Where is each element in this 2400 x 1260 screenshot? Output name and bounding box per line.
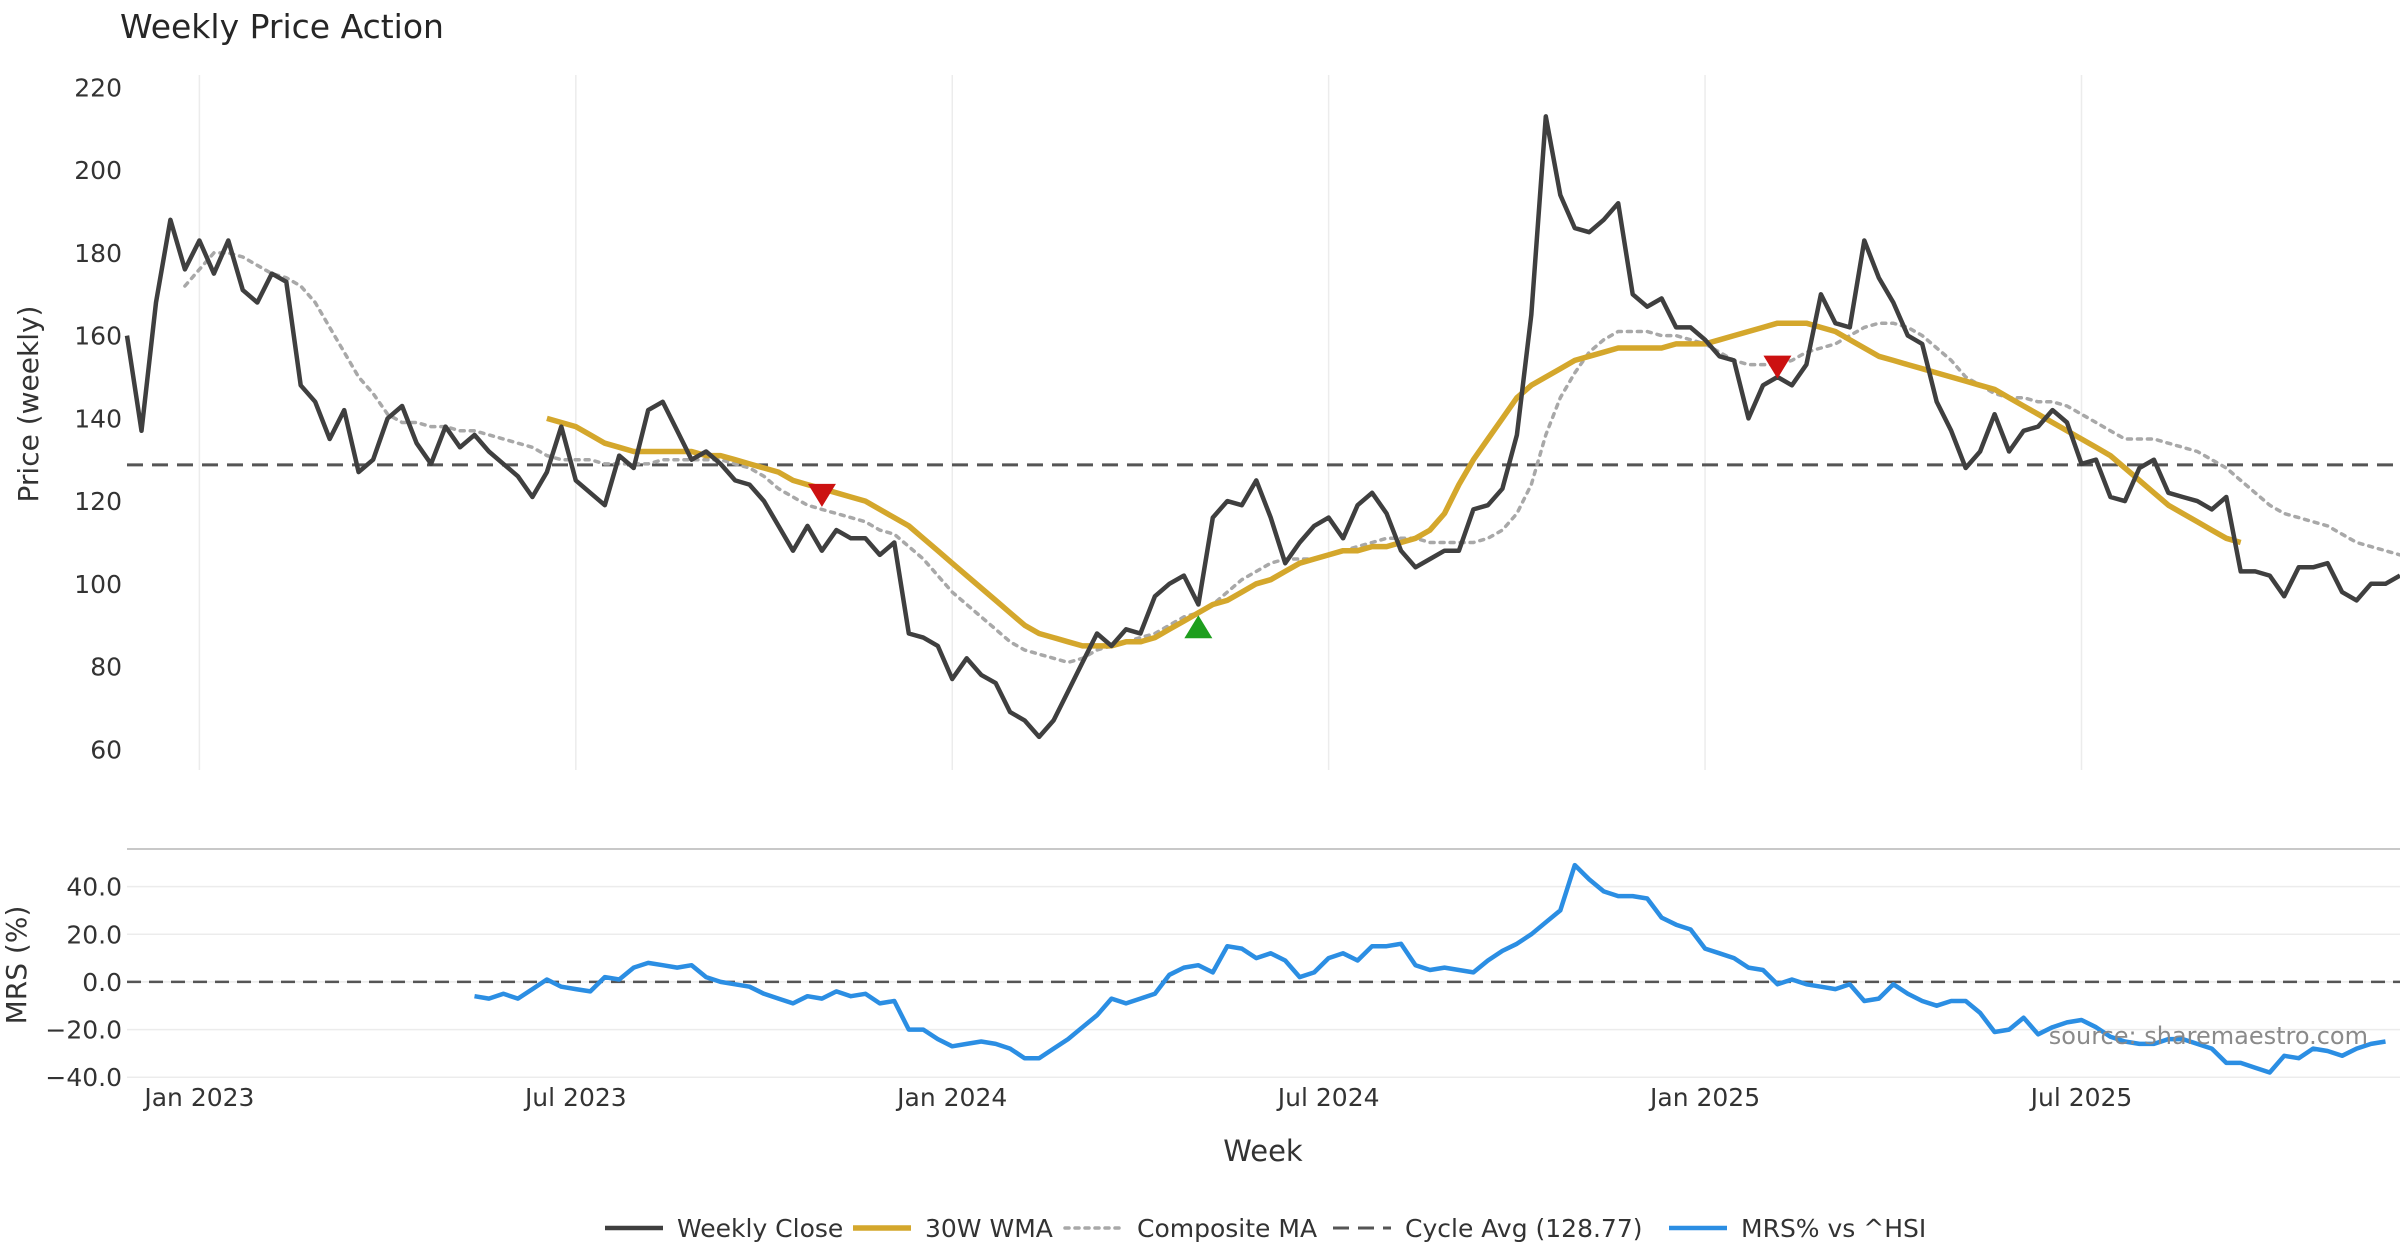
legend: Weekly Close 30W WMA Composite MA Cycle Avg… [605, 1214, 1926, 1243]
price-y-tick-label: 120 [74, 487, 122, 516]
price-y-axis-label: Price (weekly) [12, 306, 45, 503]
legend-item-mrs: MRS% vs ^HSI [1669, 1214, 1926, 1243]
sell-signal-marker [1763, 355, 1792, 379]
mrs-series-line [474, 862, 2386, 1075]
mrs-y-tick-label: 40.0 [66, 873, 122, 902]
legend-item-close: Weekly Close [605, 1214, 843, 1243]
composite-ma-series-line [183, 251, 2400, 665]
source-note: source: sharemaestro.com [2049, 1022, 2368, 1050]
x-tick-labels: Jan 2023 Jul 2023 Jan 2024 Jul 2024 Jan 2025… [142, 1083, 2132, 1112]
x-tick-label: Jan 2023 [142, 1083, 254, 1112]
mrs-y-tick-label: 0.0 [82, 968, 122, 997]
mrs-y-tick-label: −20.0 [45, 1016, 122, 1045]
x-tick-label: Jul 2025 [2029, 1083, 2133, 1112]
mrs-y-tick-label: 20.0 [66, 920, 122, 949]
price-y-tick-label: 100 [74, 570, 122, 599]
x-tick-label: Jan 2025 [1648, 1083, 1760, 1112]
weekly-close-series-line [124, 114, 2400, 740]
legend-label: 30W WMA [925, 1214, 1053, 1243]
legend-label: MRS% vs ^HSI [1741, 1214, 1926, 1243]
legend-label: Weekly Close [677, 1214, 843, 1243]
price-y-tick-label: 200 [74, 156, 122, 185]
x-tick-label: Jan 2024 [895, 1083, 1007, 1112]
price-y-tick-label: 80 [90, 653, 122, 682]
legend-item-wma: 30W WMA [853, 1214, 1053, 1243]
price-y-tick-label: 180 [74, 239, 122, 268]
price-y-tick-label: 220 [74, 73, 122, 102]
price-y-tick-labels: 60 80 100 120 140 160 180 200 220 [74, 73, 122, 764]
x-tick-label: Jul 2024 [1276, 1083, 1380, 1112]
legend-label: Cycle Avg (128.77) [1405, 1214, 1643, 1243]
price-y-tick-label: 160 [74, 322, 122, 351]
x-tick-label: Jul 2023 [523, 1083, 627, 1112]
buy-signal-marker [1184, 615, 1213, 639]
legend-label: Composite MA [1137, 1214, 1317, 1243]
mrs-y-tick-label: −40.0 [45, 1063, 122, 1092]
legend-item-cycle: Cycle Avg (128.77) [1333, 1214, 1643, 1243]
chart-title: Weekly Price Action [120, 7, 444, 46]
wma-30-series-line [546, 320, 2242, 649]
mrs-y-axis-label: MRS (%) [0, 906, 33, 1025]
x-axis-label: Week [1223, 1134, 1303, 1168]
price-grid [198, 75, 2083, 770]
mrs-y-tick-labels: 40.0 20.0 0.0 −20.0 −40.0 [45, 873, 122, 1093]
legend-item-comp: Composite MA [1063, 1214, 1317, 1243]
signal-markers [807, 355, 1792, 639]
price-y-tick-label: 60 [90, 735, 122, 764]
price-y-tick-label: 140 [74, 404, 122, 433]
sell-signal-marker [807, 483, 836, 507]
